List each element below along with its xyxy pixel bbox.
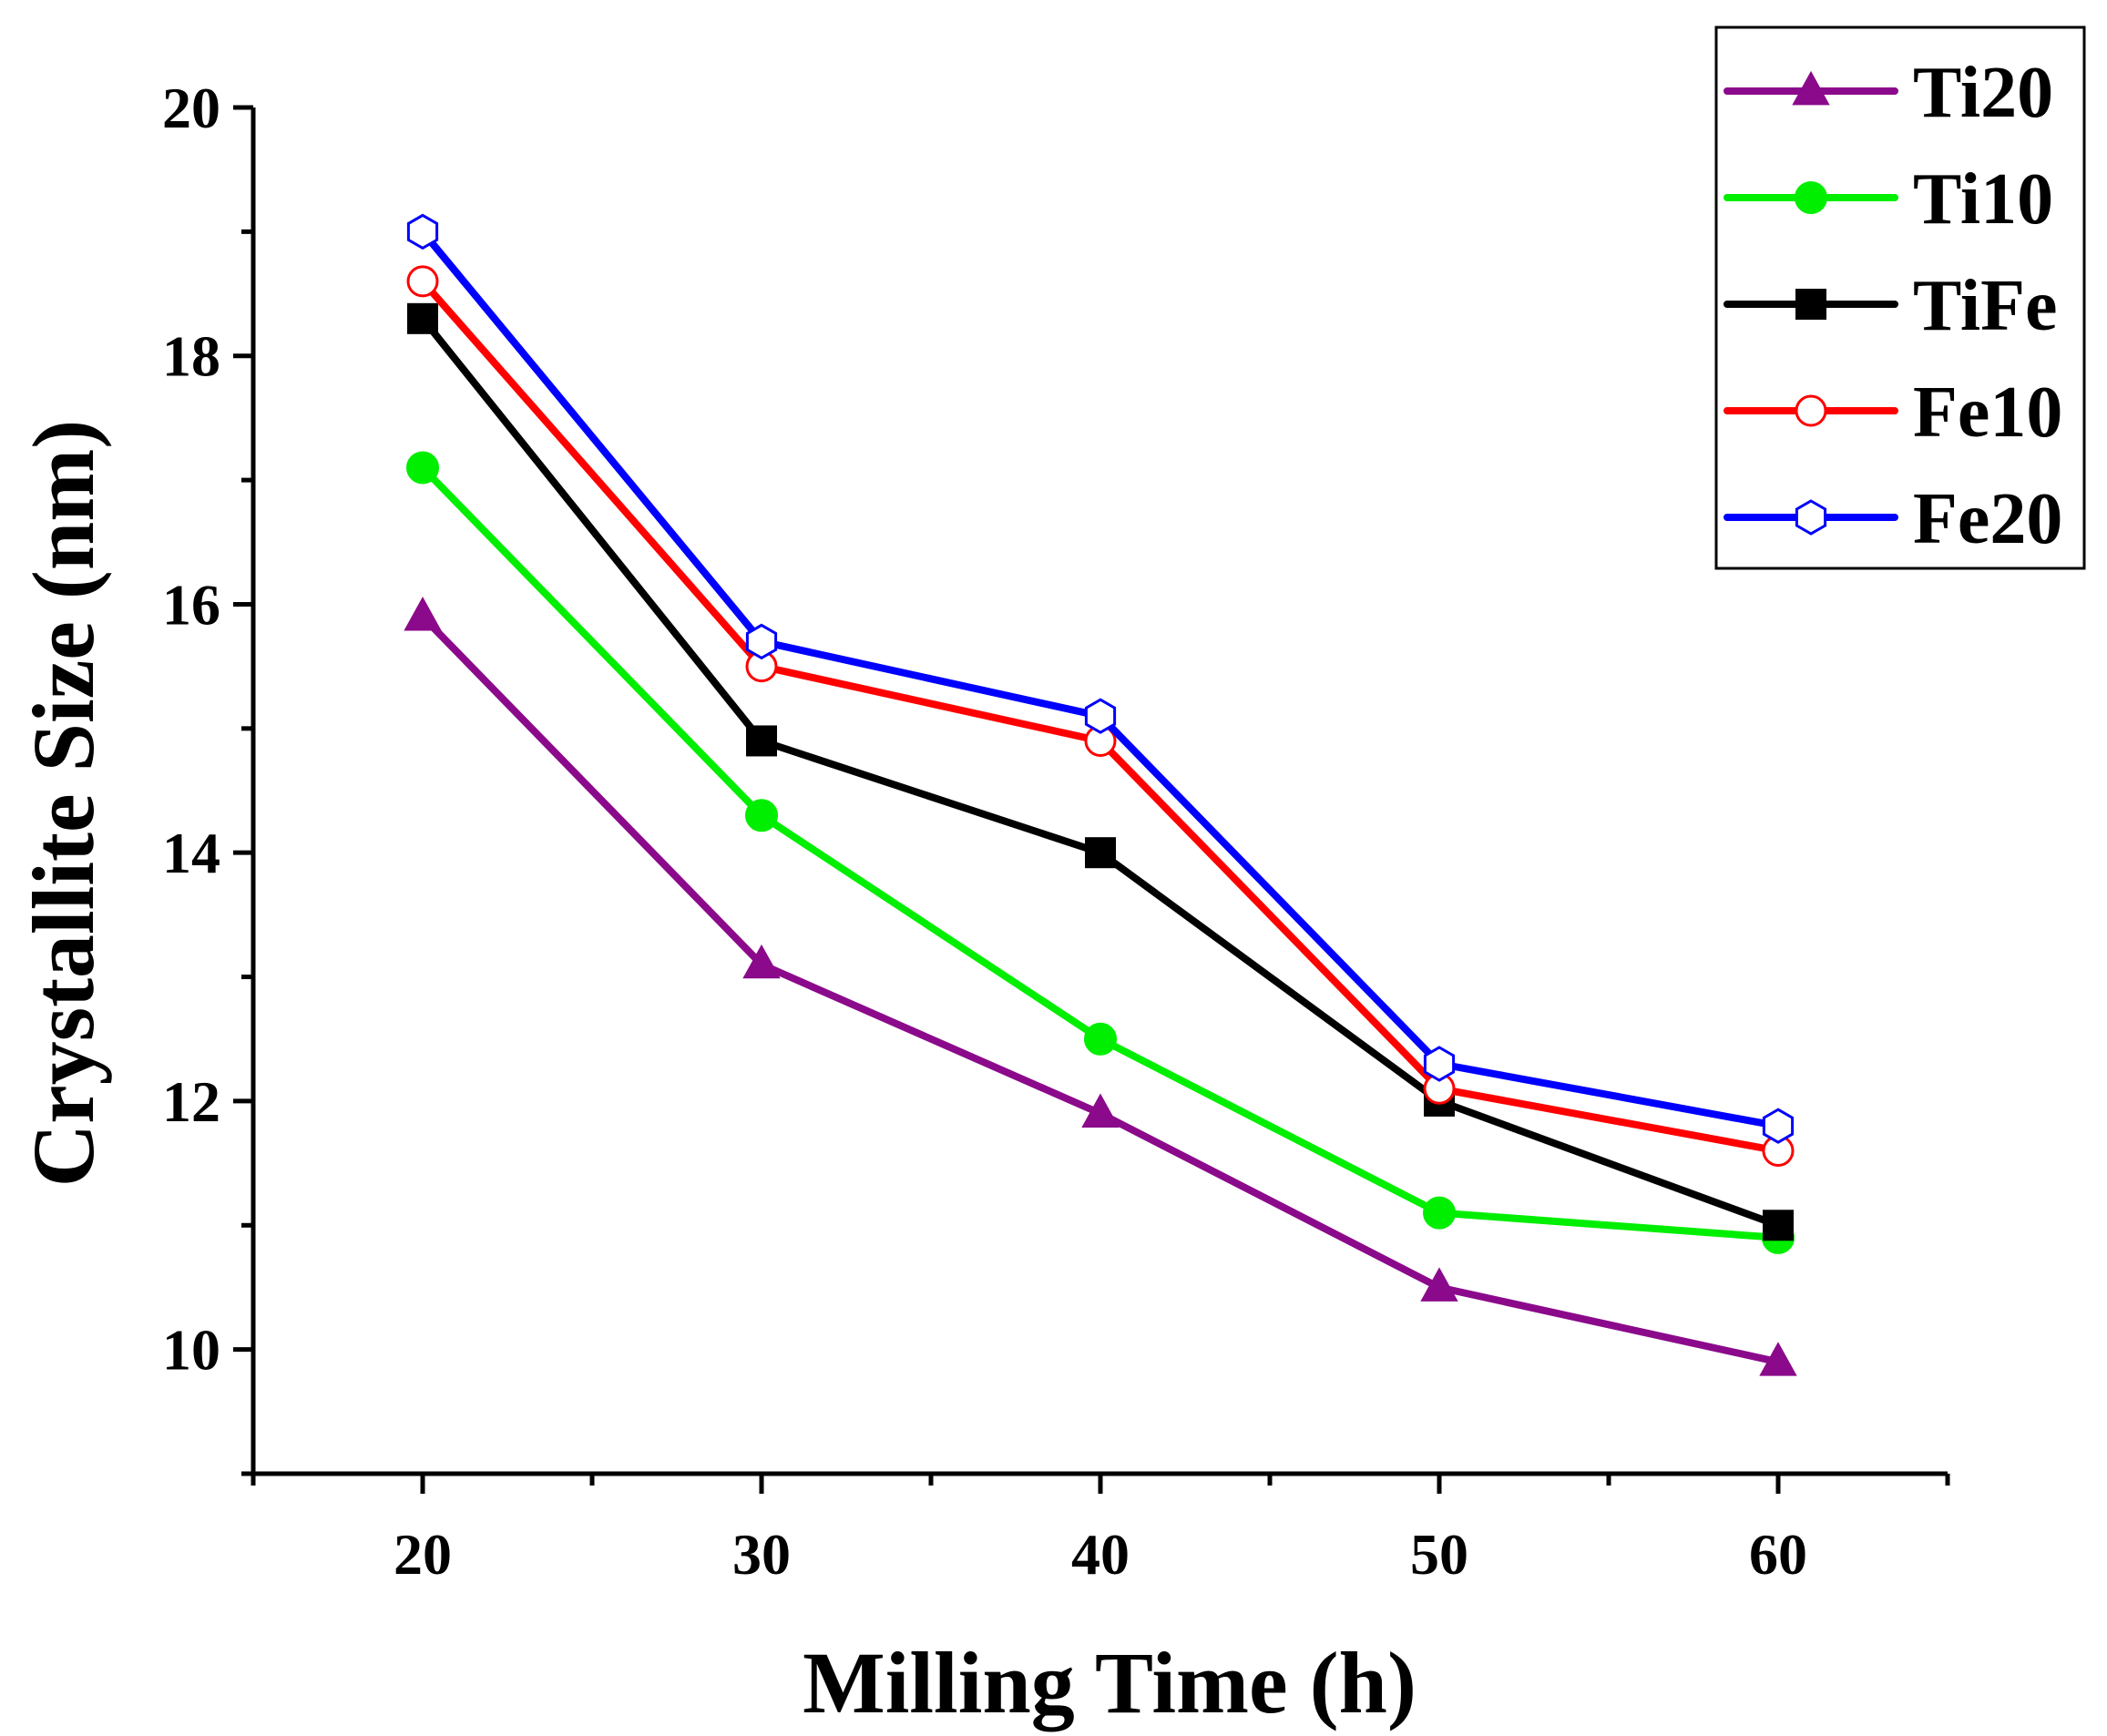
- y-tick-label: 12: [162, 1069, 220, 1134]
- legend-label-ti10: Ti10: [1913, 159, 2053, 240]
- legend-label-tife: TiFe: [1913, 266, 2058, 346]
- x-tick-label: 50: [1410, 1522, 1468, 1587]
- data-point-ti10: [406, 451, 439, 485]
- legend-marker-tife: [1795, 289, 1826, 320]
- y-tick-label: 18: [162, 324, 220, 389]
- data-point-tife: [1763, 1210, 1794, 1241]
- legend-label-ti20: Ti20: [1913, 53, 2053, 133]
- x-tick-label: 40: [1071, 1522, 1130, 1587]
- legend-entry-ti20: Ti20: [1723, 53, 2053, 133]
- axes: 10 12 14 16 18 20 20 30 40 50 60: [162, 76, 1950, 1587]
- legend-marker-fe10: [1795, 394, 1827, 427]
- data-point-fe10: [406, 265, 439, 298]
- y-tick-label: 10: [162, 1318, 220, 1383]
- data-point-ti20: [1081, 1093, 1120, 1128]
- data-point-fe20: [1423, 1046, 1456, 1082]
- legend-marker-fe20: [1795, 499, 1827, 536]
- series-ti20: [404, 597, 1797, 1376]
- series-fe20: [406, 213, 1795, 1144]
- data-point-ti10: [1423, 1196, 1456, 1230]
- legend-entry-fe20: Fe20: [1723, 479, 2062, 559]
- data-point-fe20: [406, 213, 439, 250]
- legend-label-fe20: Fe20: [1913, 479, 2062, 559]
- legend: Ti20 Ti10 TiFe Fe10 Fe20: [1714, 26, 2086, 570]
- legend-box: [1714, 26, 2086, 570]
- data-point-ti10: [1084, 1022, 1117, 1056]
- x-tick-label: 20: [394, 1522, 452, 1587]
- legend-marker-ti10: [1795, 181, 1827, 214]
- data-point-ti10: [745, 799, 778, 832]
- y-tick-label: 16: [162, 572, 220, 637]
- data-point-tife: [1085, 837, 1116, 869]
- legend-entry-fe10: Fe10: [1723, 373, 2062, 453]
- data-point-ti20: [1759, 1342, 1797, 1376]
- y-axis-title: Crystallite Size (nm): [15, 420, 112, 1187]
- x-tick-label: 30: [732, 1522, 791, 1587]
- plot-area: [404, 213, 1797, 1376]
- data-point-fe20: [745, 623, 778, 660]
- data-point-tife: [746, 725, 777, 757]
- data-point-ti20: [742, 944, 781, 979]
- data-point-tife: [407, 302, 438, 334]
- data-point-ti20: [1420, 1267, 1458, 1302]
- x-tick-label: 60: [1749, 1522, 1807, 1587]
- data-point-fe20: [1762, 1108, 1795, 1144]
- y-tick-label: 14: [162, 821, 220, 885]
- x-axis-title: Milling Time (h): [803, 1634, 1417, 1731]
- data-point-ti20: [404, 597, 442, 631]
- legend-marker-ti20: [1792, 70, 1830, 106]
- y-tick-label: 20: [162, 76, 220, 140]
- legend-entry-tife: TiFe: [1723, 266, 2058, 346]
- legend-entry-ti10: Ti10: [1723, 159, 2053, 240]
- legend-label-fe10: Fe10: [1913, 373, 2062, 453]
- data-point-fe20: [1084, 698, 1117, 734]
